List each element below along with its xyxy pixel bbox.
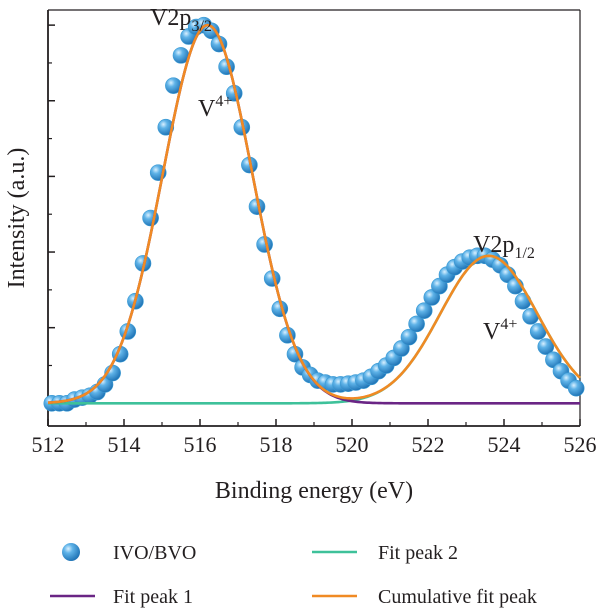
y-tick-marks bbox=[48, 24, 55, 405]
data-point bbox=[157, 118, 175, 136]
plot-frame bbox=[47, 9, 581, 427]
x-tick-label-520: 520 bbox=[336, 432, 369, 457]
legend-label-cumulative-fit-peak: Cumulative fit peak bbox=[378, 586, 537, 608]
annotation-p12: V2p1/2 bbox=[473, 232, 535, 262]
cumulative-fit-line bbox=[47, 23, 581, 404]
data-point bbox=[537, 338, 555, 355]
legend-label-fit-peak-2: Fit peak 2 bbox=[378, 542, 458, 564]
legend-label-ivo-bvo: IVO/BVO bbox=[113, 542, 196, 564]
data-point bbox=[567, 379, 585, 397]
data-markers-ivo-bvo bbox=[43, 16, 585, 412]
peak-annotations: V2p3/2 V4+ V2p1/2 V4+ bbox=[150, 5, 535, 345]
annotation-p32: V2p3/2 bbox=[150, 5, 212, 35]
x-tick-marks bbox=[47, 419, 581, 426]
x-tick-labels: 512 514 516 518 520 522 524 526 bbox=[32, 432, 597, 457]
legend-item-cumulative-fit-peak: Cumulative fit peak bbox=[312, 586, 537, 608]
x-tick-label-524: 524 bbox=[488, 432, 521, 457]
fit-peak-1-line bbox=[47, 23, 580, 405]
data-point bbox=[400, 328, 418, 346]
legend: IVO/BVO Fit peak 2 Fit peak 1 Cumulative… bbox=[50, 542, 537, 608]
x-tick-label-522: 522 bbox=[412, 432, 445, 457]
data-point bbox=[415, 302, 433, 319]
x-tick-label-516: 516 bbox=[184, 432, 217, 457]
legend-marker-ivo-bvo bbox=[62, 543, 80, 561]
data-point bbox=[408, 315, 425, 333]
y-axis-title: Intensity (a.u.) bbox=[4, 148, 30, 289]
x-tick-label-512: 512 bbox=[32, 432, 65, 457]
fit-lines bbox=[47, 23, 581, 405]
x-tick-label-526: 526 bbox=[564, 432, 597, 457]
x-tick-label-518: 518 bbox=[260, 432, 293, 457]
legend-item-fit-peak-2: Fit peak 2 bbox=[312, 542, 458, 564]
x-tick-label-514: 514 bbox=[108, 432, 141, 457]
legend-label-fit-peak-1: Fit peak 1 bbox=[113, 586, 193, 608]
legend-item-ivo-bvo: IVO/BVO bbox=[62, 542, 196, 564]
annotation-v4b: V4+ bbox=[483, 316, 517, 345]
data-point bbox=[203, 22, 220, 40]
legend-item-fit-peak-1: Fit peak 1 bbox=[50, 586, 193, 608]
x-axis-title: Binding energy (eV) bbox=[215, 478, 413, 504]
annotation-v4a: V4+ bbox=[198, 93, 232, 122]
